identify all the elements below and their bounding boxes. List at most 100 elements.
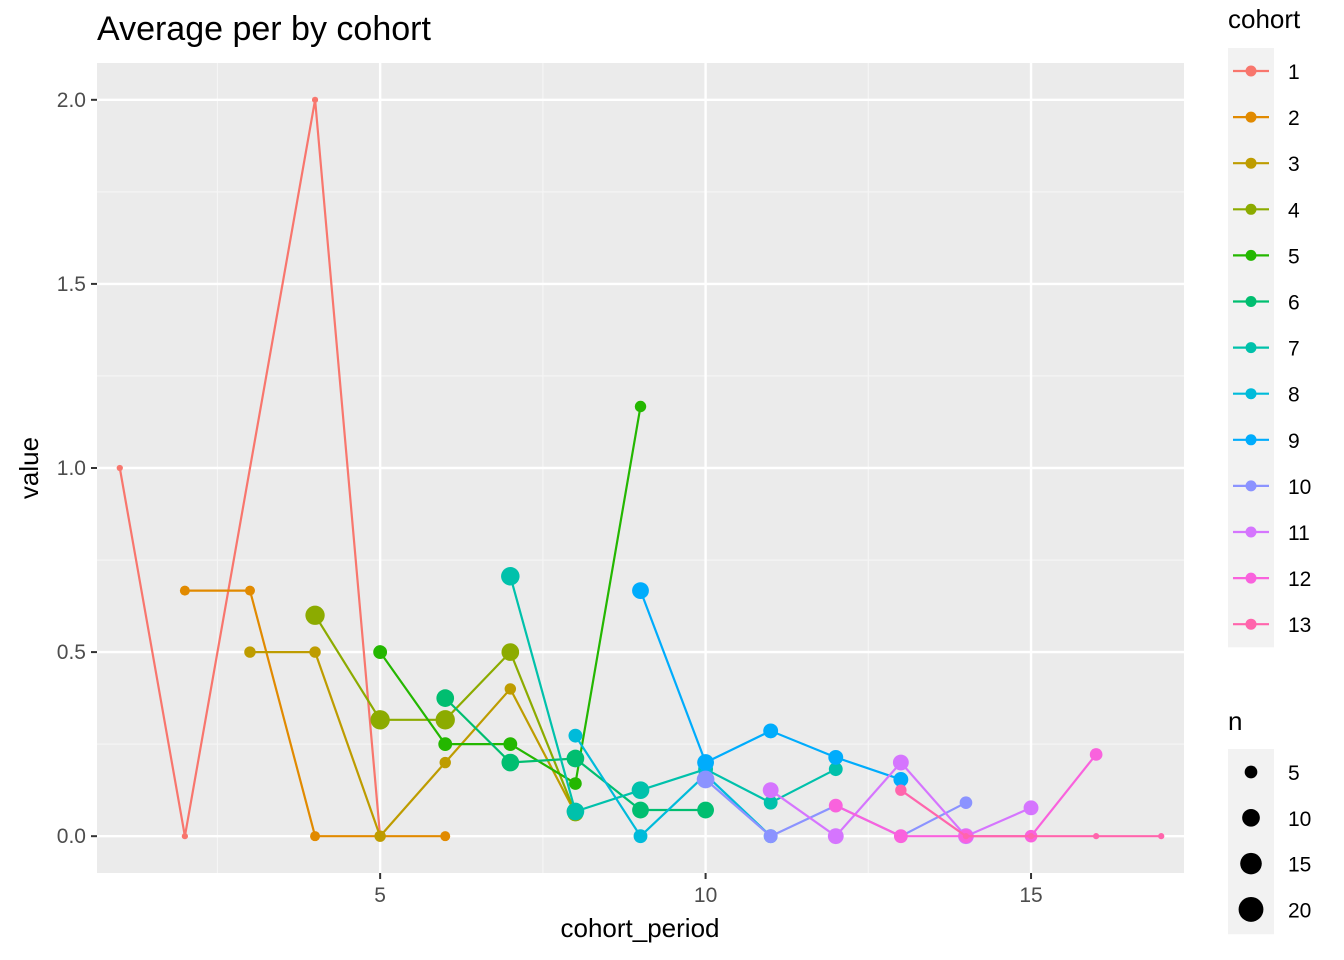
color-legend-label: 7 xyxy=(1288,338,1300,361)
data-point xyxy=(439,756,451,769)
data-point xyxy=(179,585,190,596)
data-point xyxy=(763,723,779,739)
size-legend-label: 15 xyxy=(1288,854,1311,877)
data-point xyxy=(633,829,648,844)
data-point xyxy=(632,582,649,600)
data-point xyxy=(373,645,388,660)
legend-key-point xyxy=(1245,296,1257,307)
size-legend-item: 5 xyxy=(1244,762,1300,785)
y-axis-title: value xyxy=(14,437,44,499)
color-legend-label: 13 xyxy=(1288,614,1311,637)
legend-key-point xyxy=(1245,157,1257,169)
data-point xyxy=(828,798,843,813)
color-legend-title: cohort xyxy=(1228,4,1301,34)
color-legend-item: 5 xyxy=(1233,245,1300,268)
color-legend-item: 12 xyxy=(1233,568,1311,591)
series-5 xyxy=(373,400,647,790)
series-6 xyxy=(436,689,714,819)
color-legend-label: 4 xyxy=(1288,199,1300,222)
data-point xyxy=(631,781,650,800)
series-9 xyxy=(632,582,909,787)
data-point xyxy=(569,777,582,790)
size-legend-item: 15 xyxy=(1240,852,1311,877)
y-tick-label: 0.5 xyxy=(57,641,86,664)
x-tick-label: 15 xyxy=(1019,884,1042,907)
series-line xyxy=(118,99,382,837)
legend-key-point xyxy=(1245,388,1257,400)
data-point xyxy=(438,737,453,752)
size-legend-key-point xyxy=(1240,852,1262,875)
series-13 xyxy=(895,784,1165,840)
y-tick-label: 0.0 xyxy=(57,825,86,848)
data-point xyxy=(305,605,325,625)
color-legend-item: 8 xyxy=(1233,384,1300,407)
data-point xyxy=(436,689,455,707)
data-point xyxy=(116,464,123,472)
data-point xyxy=(634,400,647,413)
data-point xyxy=(1089,748,1103,761)
x-tick-label: 10 xyxy=(694,884,717,907)
chart-title: Average per by cohort xyxy=(97,10,431,48)
color-legend-item: 4 xyxy=(1233,199,1300,222)
color-legend-label: 8 xyxy=(1288,384,1300,407)
data-point xyxy=(827,828,844,845)
data-point xyxy=(370,710,390,730)
data-point xyxy=(501,643,520,661)
size-legend-item: 10 xyxy=(1242,808,1311,831)
legend-key-point xyxy=(1245,249,1257,261)
data-point xyxy=(632,801,649,819)
data-point xyxy=(309,646,321,658)
data-point xyxy=(568,728,583,743)
data-point xyxy=(1027,833,1035,840)
size-legend-key-point xyxy=(1244,765,1258,779)
data-point xyxy=(1023,800,1039,816)
data-point xyxy=(697,801,714,819)
color-legend-label: 6 xyxy=(1288,292,1300,315)
y-tick-label: 2.0 xyxy=(57,89,86,112)
data-point xyxy=(697,754,714,771)
data-point xyxy=(828,762,843,777)
color-legend-label: 5 xyxy=(1288,245,1300,268)
series-layer xyxy=(116,96,1165,845)
data-point xyxy=(503,737,518,752)
color-legend-item: 3 xyxy=(1233,153,1300,176)
color-legend-label: 12 xyxy=(1288,568,1311,591)
color-legend-label: 10 xyxy=(1288,476,1311,499)
color-legend-item: 7 xyxy=(1233,338,1300,361)
data-point xyxy=(1092,833,1100,840)
y-tick-label: 1.0 xyxy=(57,457,86,480)
data-point xyxy=(892,754,909,771)
data-point xyxy=(566,802,585,821)
data-point xyxy=(828,749,844,765)
data-point xyxy=(893,772,909,787)
legend-key-point xyxy=(1245,618,1257,630)
size-legend: 5 10 15 20 xyxy=(1228,749,1311,935)
series-4 xyxy=(305,605,584,822)
data-point xyxy=(244,646,256,658)
data-point xyxy=(762,782,779,799)
color-legend-label: 9 xyxy=(1288,430,1300,453)
data-point xyxy=(696,770,715,789)
legend-key-point xyxy=(1245,526,1257,538)
data-point xyxy=(895,784,907,796)
color-legend-item: 2 xyxy=(1233,107,1300,130)
data-point xyxy=(440,831,451,842)
size-legend-label: 10 xyxy=(1288,808,1311,831)
color-legend-label: 3 xyxy=(1288,153,1300,176)
color-legend-item: 6 xyxy=(1233,292,1300,315)
series-line xyxy=(250,651,577,839)
legend-key-point xyxy=(1245,111,1257,123)
size-legend-label: 20 xyxy=(1288,899,1311,922)
size-legend-label: 5 xyxy=(1288,762,1300,785)
data-point xyxy=(501,566,520,586)
data-point xyxy=(310,831,321,842)
x-axis-title: cohort_period xyxy=(561,913,720,943)
size-legend-key-point xyxy=(1238,896,1264,922)
legend-key-point xyxy=(1245,65,1257,77)
axes: 5 10 15 0.0 0.5 1.0 1.5 2.0 xyxy=(57,89,1043,907)
data-point xyxy=(311,96,319,103)
legend-key-point xyxy=(1245,480,1257,492)
color-legend-label: 1 xyxy=(1288,61,1300,84)
